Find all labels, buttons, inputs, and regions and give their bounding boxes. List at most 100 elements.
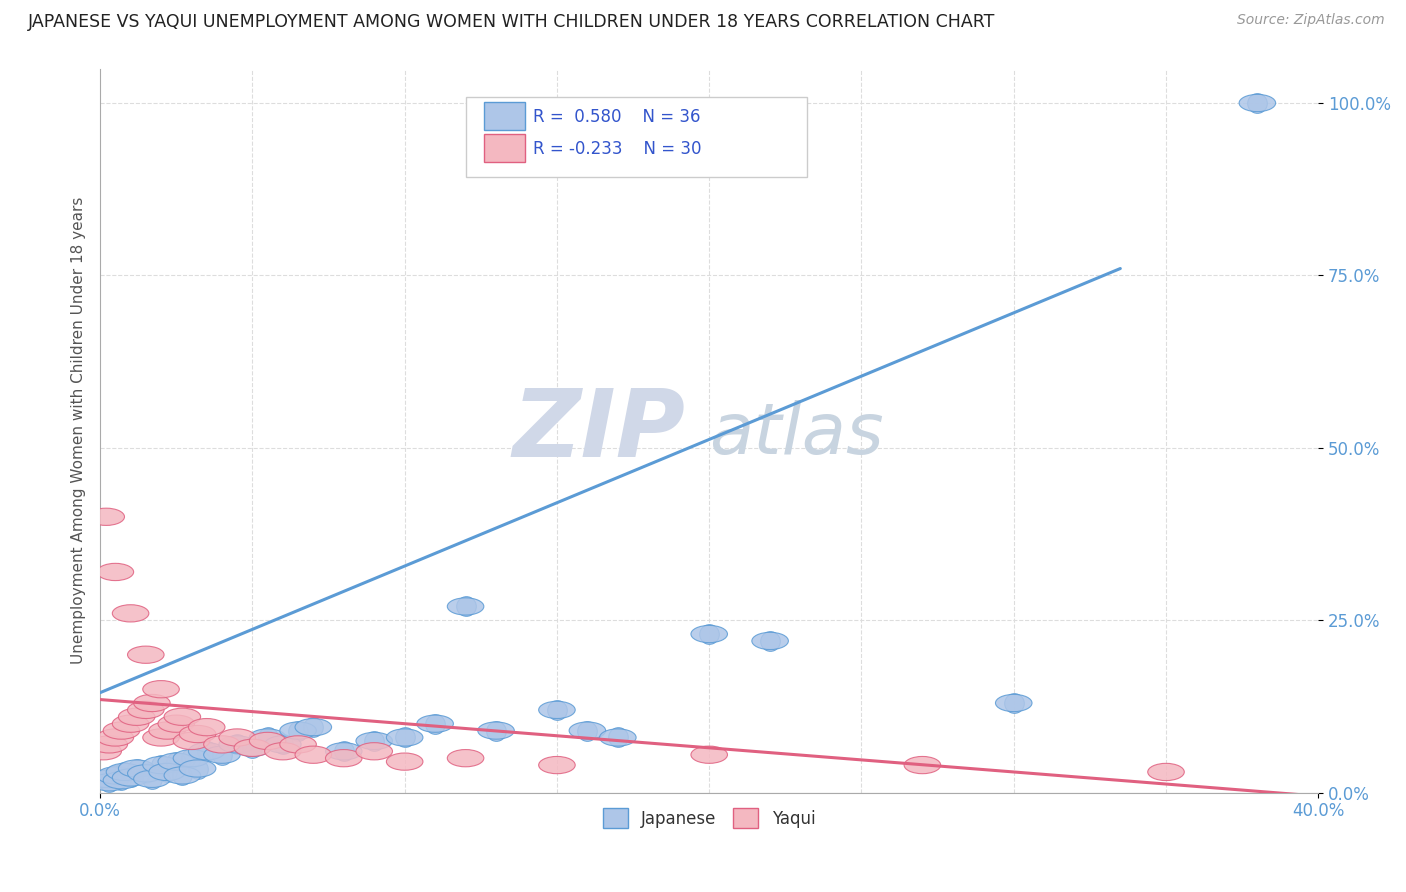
Point: [172, 768, 194, 782]
Point: [394, 731, 416, 745]
Point: [156, 764, 179, 779]
Ellipse shape: [356, 732, 392, 749]
Point: [98, 775, 121, 789]
Point: [125, 762, 148, 776]
Point: [256, 731, 278, 745]
Point: [120, 771, 142, 785]
Text: ZIP: ZIP: [512, 384, 685, 476]
Ellipse shape: [188, 719, 225, 736]
Ellipse shape: [128, 646, 165, 664]
Ellipse shape: [538, 756, 575, 773]
Point: [1002, 696, 1025, 710]
Point: [697, 627, 720, 641]
Point: [697, 627, 720, 641]
Ellipse shape: [180, 725, 217, 743]
Point: [576, 723, 599, 738]
Ellipse shape: [97, 767, 134, 784]
Ellipse shape: [91, 773, 128, 791]
Ellipse shape: [904, 756, 941, 773]
Point: [125, 762, 148, 776]
Text: R =  0.580    N = 36: R = 0.580 N = 36: [533, 108, 700, 127]
Point: [546, 703, 568, 717]
Ellipse shape: [235, 739, 271, 756]
Ellipse shape: [204, 736, 240, 753]
Point: [271, 738, 294, 752]
Text: R = -0.233    N = 30: R = -0.233 N = 30: [533, 140, 702, 158]
Ellipse shape: [280, 722, 316, 739]
Point: [104, 768, 127, 782]
Point: [1002, 696, 1025, 710]
Ellipse shape: [447, 749, 484, 767]
Point: [332, 744, 354, 758]
Point: [242, 740, 264, 755]
Ellipse shape: [103, 772, 139, 789]
Ellipse shape: [1239, 95, 1275, 112]
Ellipse shape: [143, 756, 180, 773]
Ellipse shape: [118, 760, 155, 777]
Text: Source: ZipAtlas.com: Source: ZipAtlas.com: [1237, 13, 1385, 28]
Ellipse shape: [134, 694, 170, 712]
Y-axis label: Unemployment Among Women with Children Under 18 years: Unemployment Among Women with Children U…: [72, 197, 86, 665]
Point: [96, 772, 118, 786]
Ellipse shape: [112, 605, 149, 622]
Point: [195, 744, 218, 758]
Point: [187, 762, 209, 776]
Point: [150, 758, 173, 772]
Point: [302, 720, 325, 734]
Ellipse shape: [752, 632, 789, 649]
Ellipse shape: [264, 743, 301, 760]
Ellipse shape: [143, 681, 180, 698]
Point: [211, 747, 233, 762]
Ellipse shape: [128, 764, 165, 782]
Point: [180, 751, 202, 765]
Point: [606, 731, 628, 745]
Point: [759, 634, 782, 648]
Ellipse shape: [249, 729, 285, 746]
Point: [363, 734, 385, 748]
Point: [180, 751, 202, 765]
Ellipse shape: [447, 598, 484, 615]
Point: [150, 758, 173, 772]
Ellipse shape: [112, 715, 149, 732]
Point: [423, 716, 446, 731]
Point: [302, 720, 325, 734]
Ellipse shape: [219, 736, 256, 753]
Ellipse shape: [157, 753, 194, 770]
Point: [141, 772, 163, 786]
Ellipse shape: [235, 739, 271, 756]
Ellipse shape: [103, 722, 139, 739]
FancyBboxPatch shape: [484, 134, 526, 162]
Point: [332, 744, 354, 758]
Point: [576, 723, 599, 738]
Ellipse shape: [280, 736, 316, 753]
Point: [759, 634, 782, 648]
FancyBboxPatch shape: [465, 97, 807, 178]
Point: [1246, 95, 1268, 110]
Point: [195, 744, 218, 758]
Ellipse shape: [295, 746, 332, 764]
Point: [226, 738, 249, 752]
Ellipse shape: [1147, 764, 1184, 780]
Point: [114, 764, 136, 779]
Ellipse shape: [128, 701, 165, 719]
Point: [256, 731, 278, 745]
Point: [110, 773, 132, 788]
Point: [141, 772, 163, 786]
Ellipse shape: [387, 729, 423, 746]
Point: [172, 768, 194, 782]
Point: [187, 762, 209, 776]
Ellipse shape: [97, 564, 134, 581]
Ellipse shape: [325, 749, 361, 767]
Point: [165, 755, 187, 769]
Ellipse shape: [149, 722, 186, 739]
Ellipse shape: [416, 715, 453, 732]
Point: [156, 764, 179, 779]
Point: [454, 599, 477, 614]
Ellipse shape: [690, 746, 727, 764]
Point: [485, 723, 508, 738]
Ellipse shape: [538, 701, 575, 719]
Ellipse shape: [149, 764, 186, 780]
Ellipse shape: [356, 743, 392, 760]
Point: [165, 755, 187, 769]
Point: [546, 703, 568, 717]
